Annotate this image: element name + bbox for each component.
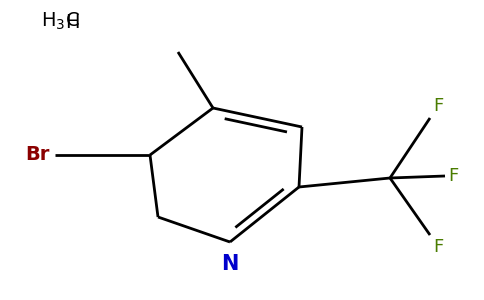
Text: H$_3$C: H$_3$C	[41, 11, 80, 32]
Text: H: H	[65, 13, 80, 32]
Text: N: N	[221, 254, 239, 274]
Text: F: F	[448, 167, 458, 185]
Text: F: F	[433, 238, 443, 256]
Text: Br: Br	[26, 146, 50, 164]
Text: F: F	[433, 97, 443, 115]
